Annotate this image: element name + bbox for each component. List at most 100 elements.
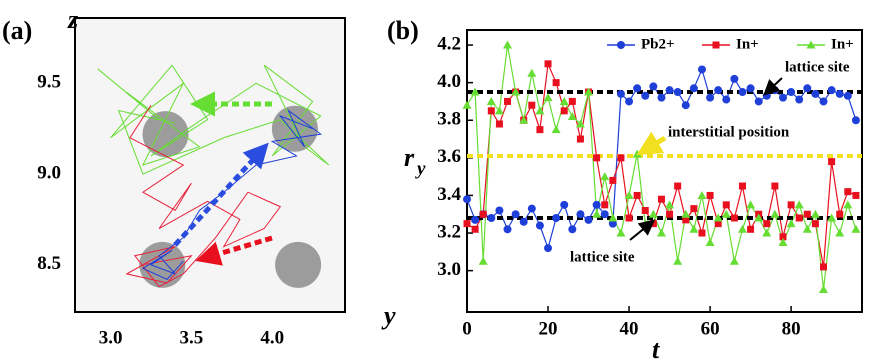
point bbox=[528, 101, 536, 109]
point bbox=[665, 200, 675, 209]
point bbox=[648, 209, 658, 218]
point bbox=[714, 220, 722, 228]
x-tick-label: 40 bbox=[620, 318, 639, 339]
y-tick-label: 9.5 bbox=[37, 72, 61, 93]
point bbox=[852, 191, 860, 199]
point bbox=[495, 206, 504, 215]
panel-b: 0 20 40 60 80 3.0 3.2 3.4 3.6 3.8 4.0 4.2 (b) t r y Pb2+… bbox=[387, 16, 863, 364]
panel-label: (a) bbox=[2, 16, 32, 45]
series-line bbox=[466, 44, 857, 290]
point bbox=[560, 107, 568, 115]
point bbox=[843, 91, 852, 100]
point bbox=[810, 209, 820, 218]
point bbox=[721, 209, 731, 218]
point bbox=[470, 87, 480, 96]
point bbox=[552, 214, 561, 222]
point bbox=[600, 210, 609, 219]
x-tick-label: 4.0 bbox=[260, 327, 284, 348]
point bbox=[567, 111, 577, 120]
point bbox=[681, 101, 690, 110]
arrow bbox=[763, 77, 783, 96]
annotation: interstitial position bbox=[668, 124, 790, 140]
point bbox=[657, 195, 665, 203]
point bbox=[511, 87, 521, 96]
point bbox=[463, 220, 471, 228]
point bbox=[471, 215, 480, 224]
y-tick-label: 9.0 bbox=[37, 162, 61, 183]
point bbox=[689, 224, 699, 233]
point bbox=[609, 176, 617, 184]
trajectory bbox=[141, 109, 323, 280]
y-tick-label: 8.5 bbox=[37, 253, 61, 274]
axes-frame bbox=[74, 17, 346, 313]
point bbox=[844, 188, 852, 196]
point bbox=[697, 65, 706, 74]
point bbox=[738, 88, 747, 97]
point bbox=[666, 210, 674, 218]
point bbox=[851, 116, 860, 125]
point bbox=[462, 100, 472, 109]
point bbox=[543, 93, 553, 102]
point bbox=[632, 149, 642, 158]
legend-label: In+ bbox=[831, 36, 854, 52]
point bbox=[649, 82, 658, 91]
axes-frame bbox=[466, 29, 863, 313]
point bbox=[698, 229, 706, 237]
y-tick-label: 3.0 bbox=[437, 259, 461, 280]
trajectory bbox=[125, 104, 282, 288]
point bbox=[682, 216, 690, 224]
point bbox=[771, 182, 779, 190]
y-tick-label: 3.8 bbox=[437, 109, 461, 130]
point bbox=[568, 97, 576, 105]
point bbox=[568, 225, 577, 234]
point bbox=[811, 220, 819, 228]
point bbox=[820, 263, 828, 271]
y-tick-label: 4.2 bbox=[437, 33, 461, 54]
point bbox=[617, 154, 625, 162]
point bbox=[551, 125, 561, 134]
point bbox=[478, 256, 488, 265]
point bbox=[779, 93, 787, 102]
point bbox=[706, 93, 715, 102]
point bbox=[576, 210, 585, 219]
point bbox=[706, 191, 714, 199]
y-tick-label: 3.2 bbox=[437, 221, 461, 242]
point bbox=[625, 214, 633, 222]
point bbox=[819, 97, 828, 106]
point bbox=[463, 195, 471, 204]
legend-marker bbox=[617, 41, 625, 49]
point bbox=[722, 95, 731, 104]
x-tick-label: 80 bbox=[782, 318, 801, 339]
point bbox=[600, 172, 610, 181]
annotation: lattice site bbox=[570, 249, 635, 265]
point bbox=[487, 107, 495, 115]
point bbox=[494, 106, 504, 115]
point bbox=[486, 96, 496, 105]
point bbox=[633, 84, 642, 93]
point bbox=[803, 84, 812, 93]
point bbox=[584, 215, 593, 224]
point bbox=[503, 40, 513, 49]
point bbox=[576, 135, 584, 143]
point bbox=[689, 84, 698, 93]
point bbox=[828, 158, 836, 166]
point bbox=[681, 209, 691, 218]
x-tick-label: 0 bbox=[462, 318, 472, 339]
point bbox=[746, 84, 755, 93]
point bbox=[762, 228, 772, 237]
point bbox=[787, 88, 796, 97]
point bbox=[592, 209, 602, 218]
point bbox=[714, 86, 723, 95]
point bbox=[536, 126, 544, 134]
point bbox=[746, 200, 756, 209]
point bbox=[601, 201, 609, 209]
site bbox=[139, 241, 186, 288]
point bbox=[584, 87, 594, 96]
point bbox=[730, 214, 738, 222]
point bbox=[560, 200, 569, 209]
point bbox=[754, 213, 764, 222]
point bbox=[843, 200, 853, 209]
point bbox=[811, 89, 820, 98]
arrow bbox=[195, 235, 273, 266]
